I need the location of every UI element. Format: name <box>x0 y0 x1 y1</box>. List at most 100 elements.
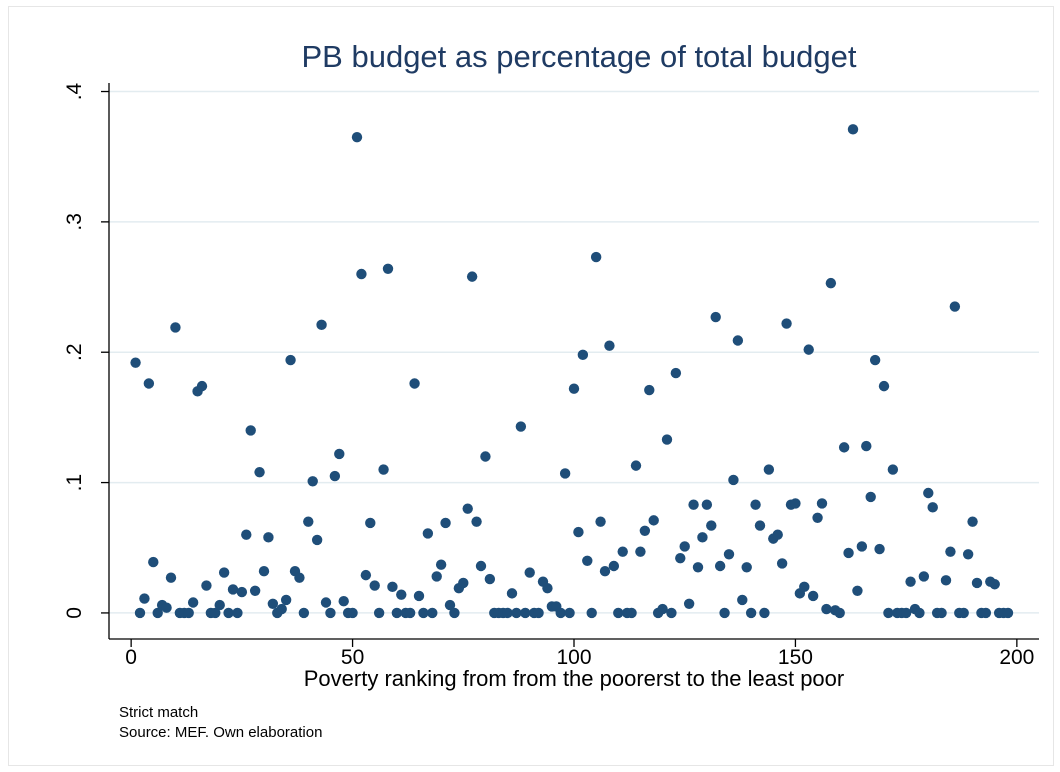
data-point <box>595 516 606 527</box>
data-point <box>148 556 159 568</box>
data-point <box>670 367 682 379</box>
data-point <box>511 607 522 619</box>
data-point <box>196 380 208 392</box>
data-point <box>369 580 380 591</box>
data-point <box>471 516 482 527</box>
data-point <box>825 277 837 289</box>
data-point <box>564 607 575 619</box>
data-point <box>449 607 460 619</box>
data-point <box>307 476 318 487</box>
data-point <box>431 571 442 582</box>
data-point <box>918 571 930 582</box>
data-point <box>644 384 655 396</box>
data-point <box>183 607 194 619</box>
data-point <box>936 607 947 619</box>
data-point <box>710 311 721 323</box>
data-point <box>732 335 744 346</box>
data-point <box>759 607 770 619</box>
data-point <box>170 322 181 333</box>
data-point <box>484 573 496 585</box>
data-point <box>958 607 969 619</box>
x-tick-label: 200 <box>999 646 1034 669</box>
data-point <box>807 590 819 602</box>
data-point <box>608 560 620 572</box>
x-tick-label: 50 <box>341 646 364 669</box>
scatter-chart: PB budget as percentage of total budget … <box>63 39 1039 741</box>
data-point <box>396 589 407 600</box>
data-point <box>241 529 252 540</box>
data-point <box>728 474 739 486</box>
chart-title: PB budget as percentage of total budget <box>302 39 857 74</box>
data-point <box>971 577 983 589</box>
data-point <box>613 607 624 619</box>
data-point <box>626 607 637 619</box>
data-point <box>790 498 801 509</box>
x-axis-title: Poverty ranking from from the poorerst t… <box>304 666 844 691</box>
data-point <box>267 598 279 610</box>
data-point <box>334 448 345 460</box>
data-point <box>161 602 172 613</box>
data-point <box>475 560 487 572</box>
data-point <box>657 603 668 615</box>
data-point <box>816 498 828 509</box>
data-point <box>365 517 376 529</box>
data-point <box>223 607 234 619</box>
data-point <box>630 460 642 471</box>
data-point <box>967 516 978 527</box>
data-point <box>214 599 225 611</box>
data-point <box>351 131 363 143</box>
data-point <box>329 470 341 482</box>
y-tick-label: .1 <box>63 474 86 492</box>
data-point <box>568 383 580 394</box>
data-point <box>683 598 695 610</box>
chart-frame: PB budget as percentage of total budget … <box>8 6 1054 766</box>
data-point <box>139 593 150 604</box>
data-point <box>524 567 535 578</box>
data-point <box>356 268 367 280</box>
data-point <box>338 595 349 607</box>
data-point <box>245 425 256 436</box>
data-point <box>294 572 305 583</box>
data-point <box>201 580 212 591</box>
data-point <box>856 541 868 552</box>
data-point <box>604 340 615 351</box>
y-axis-ticks: 0 .1 .2 .3 .4 <box>63 82 109 619</box>
data-point <box>347 607 358 619</box>
data-point <box>812 512 823 523</box>
data-point <box>865 491 876 503</box>
data-point <box>577 349 589 361</box>
data-point <box>927 502 938 513</box>
data-point <box>311 534 323 546</box>
data-point <box>745 607 757 619</box>
note-strict-match: Strict match <box>119 704 198 721</box>
data-point <box>719 607 730 619</box>
data-point <box>582 555 593 566</box>
data-point <box>502 607 513 619</box>
data-point <box>639 525 651 537</box>
data-point <box>923 487 934 499</box>
data-point <box>378 464 389 475</box>
data-point <box>515 421 527 432</box>
y-tick-label: .2 <box>63 343 86 361</box>
data-point <box>648 515 659 526</box>
data-point <box>320 597 332 608</box>
data-point <box>586 607 597 619</box>
data-point <box>143 378 155 389</box>
data-point <box>962 549 974 560</box>
data-point <box>427 607 438 619</box>
data-point <box>458 577 469 589</box>
data-point <box>232 607 243 619</box>
data-point <box>750 499 761 510</box>
y-tick-label: 0 <box>63 607 86 619</box>
axes <box>108 83 1039 640</box>
data-point <box>360 569 372 581</box>
data-point <box>134 607 146 619</box>
data-point <box>435 559 447 570</box>
data-point <box>373 607 385 619</box>
data-point <box>1002 607 1014 619</box>
data-point <box>263 532 274 543</box>
data-point <box>542 582 553 594</box>
data-point <box>945 546 956 557</box>
data-point <box>520 607 531 619</box>
data-point <box>861 440 872 452</box>
